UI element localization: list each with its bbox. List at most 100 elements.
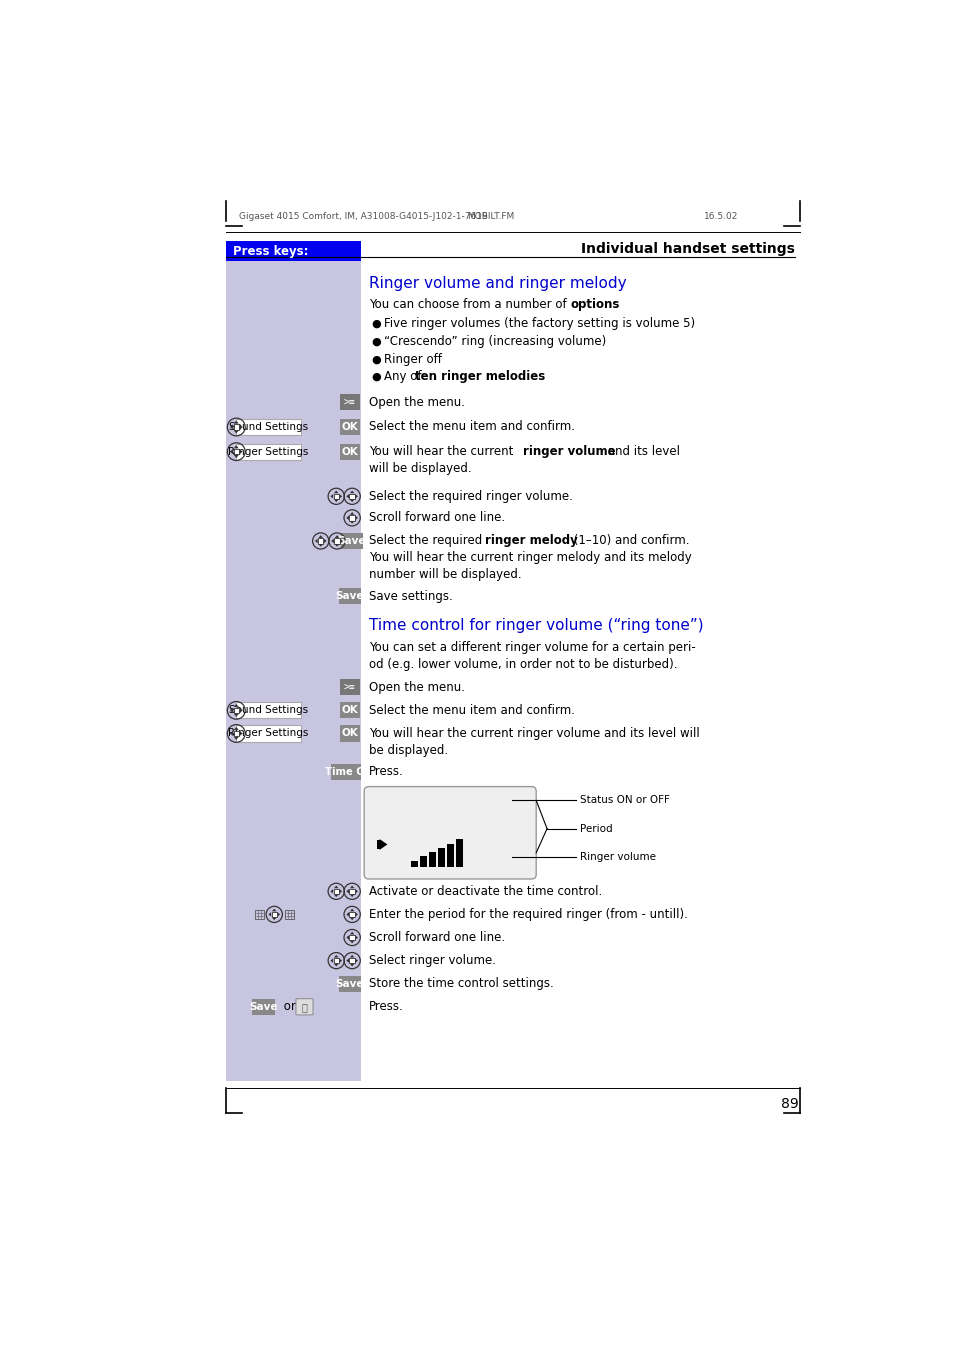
Text: ringer melody: ringer melody <box>484 535 578 547</box>
Polygon shape <box>350 885 355 888</box>
FancyBboxPatch shape <box>340 532 362 549</box>
Polygon shape <box>318 544 323 547</box>
Text: Select the menu item and confirm.: Select the menu item and confirm. <box>369 704 575 717</box>
Text: Press keys:: Press keys: <box>233 245 309 258</box>
Polygon shape <box>350 521 355 524</box>
Text: Store the time control settings.: Store the time control settings. <box>369 977 553 990</box>
Text: Select ringer volume.: Select ringer volume. <box>369 954 496 967</box>
FancyBboxPatch shape <box>235 419 301 435</box>
Text: Ringer off: Ringer off <box>384 353 441 366</box>
Polygon shape <box>334 894 338 897</box>
FancyBboxPatch shape <box>456 839 462 867</box>
Text: Enter the period for the required ringer (from - untill).: Enter the period for the required ringer… <box>369 908 687 921</box>
Polygon shape <box>230 424 233 430</box>
Polygon shape <box>272 909 276 912</box>
Text: OK: OK <box>341 728 357 739</box>
FancyBboxPatch shape <box>429 852 436 867</box>
Polygon shape <box>346 958 349 963</box>
Text: ●: ● <box>371 336 380 346</box>
Polygon shape <box>239 708 242 713</box>
Polygon shape <box>350 894 355 897</box>
Polygon shape <box>233 455 238 458</box>
Text: Ringer Settings: Ringer Settings <box>228 728 309 739</box>
Text: Save: Save <box>337 536 366 546</box>
Text: od (e.g. lower volume, in order not to be disturbed).: od (e.g. lower volume, in order not to b… <box>369 658 677 670</box>
Polygon shape <box>331 539 334 543</box>
Polygon shape <box>239 731 242 736</box>
FancyBboxPatch shape <box>334 538 339 543</box>
FancyBboxPatch shape <box>349 935 355 940</box>
Polygon shape <box>233 431 238 434</box>
Text: You can set a different ringer volume for a certain peri-: You can set a different ringer volume fo… <box>369 640 695 654</box>
Text: >≡: >≡ <box>344 682 355 692</box>
Text: ●: ● <box>371 354 380 365</box>
Polygon shape <box>350 490 355 493</box>
Text: Time control for ringer volume (“ring tone”): Time control for ringer volume (“ring to… <box>369 619 702 634</box>
Polygon shape <box>335 535 339 538</box>
Text: options: options <box>570 299 619 311</box>
FancyBboxPatch shape <box>233 731 239 736</box>
Text: “Crescendo” ring (increasing volume): “Crescendo” ring (increasing volume) <box>384 335 606 349</box>
Text: Any of: Any of <box>384 370 425 384</box>
Text: Save: Save <box>335 978 364 989</box>
Text: and its level: and its level <box>604 444 679 458</box>
Text: 📴: 📴 <box>301 1002 307 1012</box>
FancyBboxPatch shape <box>376 840 381 848</box>
Polygon shape <box>350 940 355 943</box>
Polygon shape <box>277 912 280 917</box>
Text: You will hear the current ringer volume and its level will: You will hear the current ringer volume … <box>369 727 699 740</box>
Text: Gigaset 4015 Comfort, IM, A31008-G4015-J102-1-7619: Gigaset 4015 Comfort, IM, A31008-G4015-J… <box>239 212 488 222</box>
Polygon shape <box>350 932 355 935</box>
Polygon shape <box>233 420 238 424</box>
Text: You can choose from a number of: You can choose from a number of <box>369 299 570 311</box>
Polygon shape <box>355 516 357 520</box>
Polygon shape <box>355 912 357 917</box>
Text: Press.: Press. <box>369 1000 403 1013</box>
Text: or: or <box>280 1000 300 1013</box>
FancyBboxPatch shape <box>317 538 323 543</box>
FancyBboxPatch shape <box>447 843 454 867</box>
FancyBboxPatch shape <box>331 763 360 780</box>
Text: Sound Settings: Sound Settings <box>229 422 308 432</box>
FancyBboxPatch shape <box>334 958 338 963</box>
Text: Scroll forward one line.: Scroll forward one line. <box>369 931 504 944</box>
Polygon shape <box>340 539 342 543</box>
Text: Time C.: Time C. <box>324 767 367 777</box>
Text: (1–10) and confirm.: (1–10) and confirm. <box>570 535 689 547</box>
Text: You will hear the current: You will hear the current <box>369 444 517 458</box>
FancyBboxPatch shape <box>339 680 359 696</box>
Text: Select the required: Select the required <box>369 535 485 547</box>
Polygon shape <box>230 731 233 736</box>
Polygon shape <box>239 424 242 430</box>
Text: ten ringer melodies: ten ringer melodies <box>415 370 545 384</box>
Polygon shape <box>346 889 349 893</box>
FancyBboxPatch shape <box>226 262 360 1081</box>
FancyBboxPatch shape <box>226 240 360 262</box>
Polygon shape <box>318 535 323 538</box>
Polygon shape <box>330 889 333 893</box>
Text: Activate or deactivate the time control.: Activate or deactivate the time control. <box>369 885 601 898</box>
Polygon shape <box>330 958 333 963</box>
Polygon shape <box>350 963 355 966</box>
Polygon shape <box>314 539 317 543</box>
Text: 89: 89 <box>780 1097 798 1111</box>
Text: Five ringer volumes (the factory setting is volume 5): Five ringer volumes (the factory setting… <box>384 317 695 331</box>
FancyBboxPatch shape <box>349 515 355 520</box>
FancyBboxPatch shape <box>349 889 355 894</box>
Text: Individual handset settings: Individual handset settings <box>580 242 794 257</box>
Polygon shape <box>355 889 357 893</box>
Polygon shape <box>323 539 326 543</box>
Text: >≡: >≡ <box>344 397 355 408</box>
Text: Save settings.: Save settings. <box>369 590 452 603</box>
Text: Select the required ringer volume.: Select the required ringer volume. <box>369 490 572 503</box>
FancyBboxPatch shape <box>235 703 301 719</box>
Polygon shape <box>355 494 357 499</box>
Polygon shape <box>233 713 238 717</box>
Polygon shape <box>350 917 355 920</box>
Text: ●: ● <box>371 319 380 328</box>
FancyBboxPatch shape <box>233 708 239 713</box>
Text: ringer volume: ringer volume <box>522 444 615 458</box>
FancyBboxPatch shape <box>339 394 359 411</box>
Text: Sound Settings: Sound Settings <box>229 705 308 716</box>
FancyBboxPatch shape <box>338 588 360 604</box>
